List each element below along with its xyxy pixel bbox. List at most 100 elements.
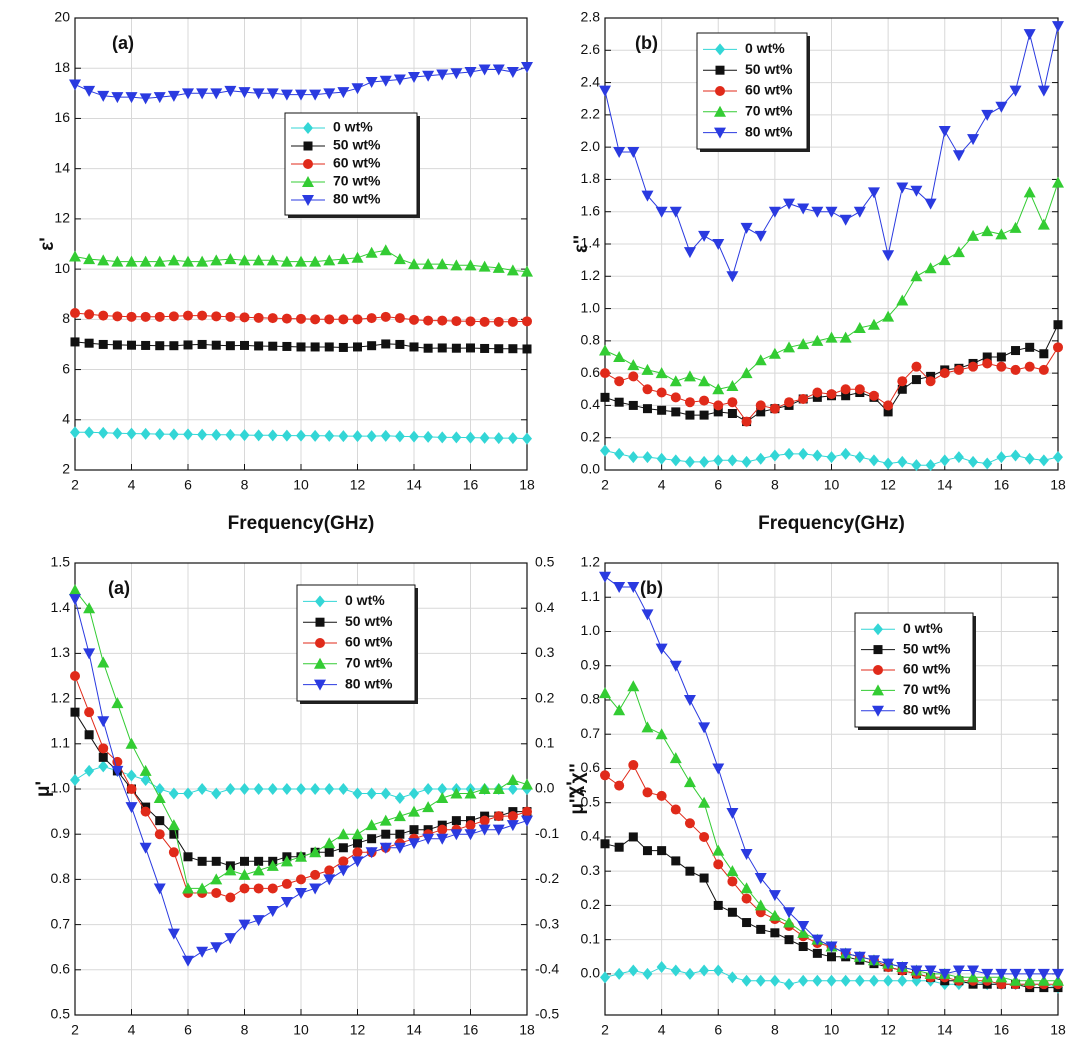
- data-point: [726, 807, 739, 819]
- data-point: [337, 253, 350, 265]
- x-tick-label: 12: [350, 1022, 366, 1038]
- data-point: [451, 316, 462, 327]
- data-point: [280, 89, 293, 101]
- data-point: [657, 405, 667, 415]
- legend-label: 60 wt%: [345, 634, 393, 650]
- data-point: [127, 340, 136, 350]
- data-point: [197, 428, 208, 441]
- data-point: [613, 581, 626, 593]
- data-point: [882, 250, 895, 262]
- data-point: [671, 856, 681, 866]
- data-point: [740, 222, 753, 234]
- data-point: [84, 730, 94, 740]
- data-point: [126, 769, 137, 782]
- data-point: [98, 743, 109, 754]
- data-point: [492, 64, 505, 76]
- data-point: [437, 343, 447, 353]
- y-tick-label: 0.6: [581, 759, 601, 775]
- x-tick-label: 18: [519, 477, 535, 493]
- data-point: [98, 426, 109, 439]
- data-point: [740, 882, 753, 894]
- y2-axis-title: χ': [564, 781, 585, 796]
- data-point: [726, 865, 739, 877]
- data-point: [252, 88, 265, 100]
- data-point: [338, 783, 349, 795]
- data-point: [628, 760, 639, 771]
- data-point: [995, 968, 1008, 980]
- data-point: [521, 265, 533, 277]
- data-point: [506, 264, 519, 276]
- data-point: [493, 811, 504, 822]
- data-point: [1037, 968, 1050, 980]
- data-point: [784, 397, 795, 408]
- data-point: [841, 391, 851, 401]
- data-point: [253, 429, 264, 442]
- data-point: [210, 873, 223, 885]
- data-point: [153, 792, 166, 804]
- y-tick-label: 1.4: [51, 599, 71, 615]
- legend-label: 70 wt%: [333, 173, 381, 189]
- data-point: [409, 787, 419, 800]
- data-point: [854, 974, 865, 987]
- data-point: [324, 847, 334, 857]
- x-tick-label: 16: [994, 477, 1010, 493]
- data-point: [380, 429, 391, 442]
- x-tick-label: 16: [463, 477, 479, 493]
- data-point: [366, 430, 377, 443]
- data-point: [769, 974, 780, 987]
- data-point: [507, 783, 518, 795]
- data-point: [854, 451, 865, 464]
- data-point: [896, 294, 909, 306]
- data-point: [84, 309, 95, 320]
- data-point: [97, 90, 110, 102]
- y2-tick-label: 0.0: [535, 780, 555, 796]
- y-tick-label: 1.2: [581, 267, 601, 283]
- data-point: [642, 787, 653, 798]
- data-point: [967, 965, 980, 977]
- data-point: [755, 400, 766, 411]
- data-point: [70, 707, 80, 717]
- y-tick-label: 1.0: [581, 299, 601, 315]
- data-point: [1052, 974, 1064, 986]
- data-point: [112, 756, 123, 767]
- data-point: [83, 85, 96, 97]
- data-point: [324, 783, 335, 795]
- data-point: [239, 429, 250, 442]
- data-point: [69, 584, 81, 596]
- legend-marker: [314, 657, 326, 669]
- data-point: [238, 254, 251, 266]
- data-point: [296, 783, 306, 795]
- data-point: [492, 783, 505, 794]
- y-tick-label: 1.3: [51, 644, 71, 660]
- data-point: [381, 829, 391, 839]
- data-point: [196, 946, 209, 958]
- y-tick-label: 2.8: [581, 9, 601, 25]
- data-point: [155, 816, 165, 826]
- y-tick-label: 0.7: [581, 725, 601, 741]
- data-point: [338, 856, 349, 867]
- data-point: [423, 783, 434, 795]
- data-point: [98, 760, 109, 773]
- data-point: [1009, 221, 1022, 233]
- data-point: [281, 878, 292, 889]
- data-point: [996, 361, 1007, 372]
- legend-label: 50 wt%: [333, 137, 381, 153]
- data-point: [614, 967, 625, 980]
- data-point: [1023, 29, 1036, 41]
- data-point: [225, 311, 236, 322]
- data-point: [125, 92, 138, 104]
- data-point: [125, 802, 138, 814]
- data-point: [669, 206, 682, 218]
- data-point: [295, 255, 307, 267]
- y-axis-title: ε'': [571, 235, 592, 253]
- data-point: [811, 206, 824, 218]
- y-tick-label: 2.0: [581, 138, 601, 154]
- data-point: [98, 310, 109, 321]
- y-tick-label: 0.2: [581, 428, 601, 444]
- data-point: [683, 776, 696, 788]
- data-point: [768, 206, 781, 218]
- data-point: [111, 765, 124, 777]
- data-point: [70, 426, 80, 439]
- data-point: [754, 230, 767, 242]
- data-point: [464, 66, 477, 78]
